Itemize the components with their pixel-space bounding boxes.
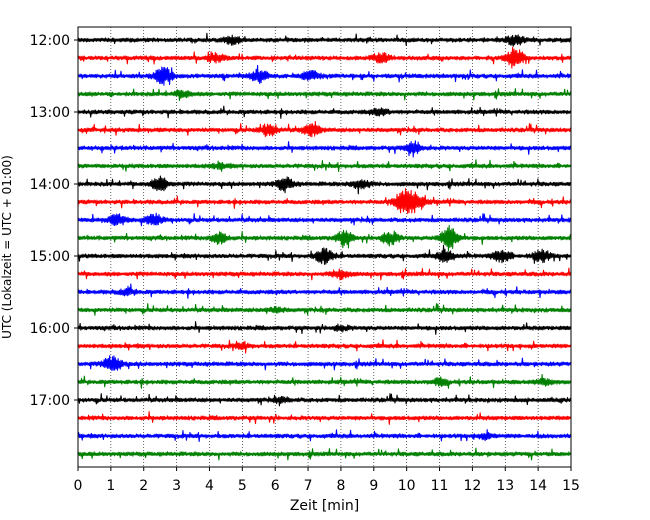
x-tick-label: 14 bbox=[529, 478, 547, 494]
x-tick-label: 5 bbox=[238, 478, 247, 494]
trace-1300 bbox=[77, 105, 572, 119]
y-tick-label: 15:00 bbox=[30, 249, 70, 265]
x-tick-label: 7 bbox=[304, 478, 313, 494]
y-tick-label: 16:00 bbox=[30, 321, 70, 337]
x-tick-label: 3 bbox=[172, 478, 181, 494]
trace-1715 bbox=[77, 411, 572, 425]
x-tick-label: 1 bbox=[106, 478, 115, 494]
trace-1730 bbox=[77, 429, 572, 442]
x-tick-label: 13 bbox=[496, 478, 514, 494]
y-tick-label: 13:00 bbox=[30, 105, 70, 121]
trace-1530 bbox=[77, 283, 572, 299]
trace-1645 bbox=[77, 373, 572, 389]
y-tick-label: 14:00 bbox=[30, 177, 70, 193]
y-axis-ticks: 12:00 13:00 14:00 15:00 16:00 17:00 bbox=[30, 33, 78, 409]
x-tick-label: 8 bbox=[336, 478, 345, 494]
trace-1315 bbox=[77, 121, 572, 138]
trace-1700 bbox=[77, 393, 572, 407]
x-tick-label: 10 bbox=[398, 478, 416, 494]
trace-1200 bbox=[77, 32, 572, 47]
x-tick-label: 2 bbox=[139, 478, 148, 494]
seismogram-traces bbox=[77, 32, 572, 461]
y-axis-label: UTC (Lokalzeit = UTC + 01:00) bbox=[0, 155, 14, 339]
trace-1215 bbox=[77, 46, 572, 69]
trace-1445 bbox=[77, 225, 572, 252]
trace-1545 bbox=[77, 303, 572, 316]
trace-1615 bbox=[77, 339, 572, 354]
trace-1500 bbox=[77, 244, 572, 265]
trace-1345 bbox=[77, 159, 572, 172]
trace-1600 bbox=[77, 321, 572, 335]
y-tick-label: 12:00 bbox=[30, 33, 70, 49]
x-tick-label: 4 bbox=[205, 478, 214, 494]
trace-1430 bbox=[77, 212, 572, 227]
x-tick-label: 15 bbox=[562, 478, 580, 494]
trace-1515 bbox=[77, 267, 572, 281]
x-axis-label: Zeit [min] bbox=[290, 498, 359, 514]
trace-1745 bbox=[77, 447, 572, 461]
y-tick-label: 17:00 bbox=[30, 393, 70, 409]
x-tick-label: 12 bbox=[463, 478, 481, 494]
x-tick-label: 6 bbox=[271, 478, 280, 494]
trace-1415 bbox=[77, 188, 572, 214]
vertical-gridlines bbox=[110, 27, 539, 467]
trace-1245 bbox=[77, 88, 572, 102]
trace-1330 bbox=[77, 140, 572, 158]
plot-frame bbox=[77, 26, 572, 468]
x-tick-label: 11 bbox=[431, 478, 449, 494]
trace-1230 bbox=[77, 64, 572, 86]
trace-1630 bbox=[77, 355, 572, 371]
x-tick-label: 0 bbox=[74, 478, 83, 494]
x-axis-ticks: 0 1 2 3 4 5 6 7 8 9 10 11 12 13 14 15 bbox=[74, 467, 580, 494]
x-tick-label: 9 bbox=[369, 478, 378, 494]
trace-1400 bbox=[77, 175, 572, 195]
